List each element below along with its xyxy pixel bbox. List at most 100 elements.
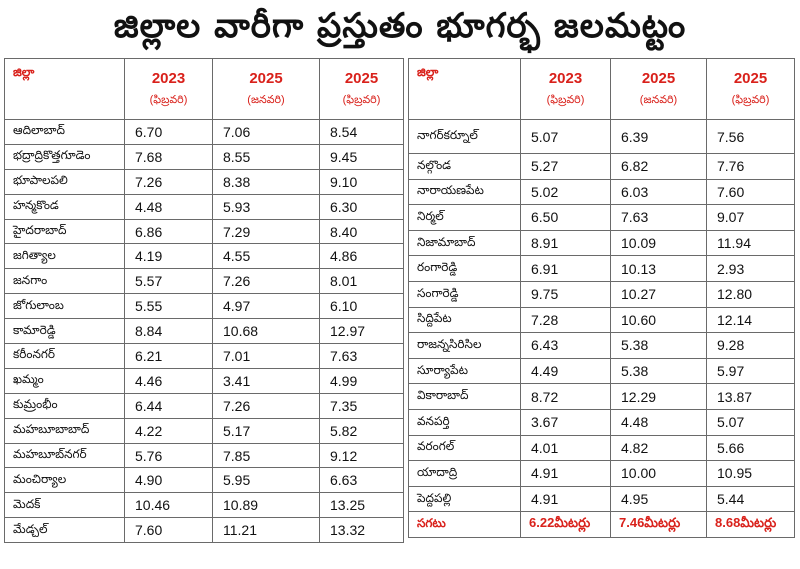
district-name: ఖమ్మం <box>4 367 125 394</box>
table-row: మేడ్చల్ 7.60 11.21 13.32 <box>4 517 404 544</box>
water-level-value: 6.22మీటర్లు <box>520 511 611 538</box>
water-level-value: 6.21 <box>124 343 213 369</box>
table-row: మంచిర్యాల 4.90 5.95 6.63 <box>4 467 404 494</box>
water-level-value: 4.19 <box>124 243 213 270</box>
water-level-value: 8.68మీటర్లు <box>706 511 795 538</box>
district-header: జిల్లా <box>4 58 125 120</box>
groundwater-table-left: జిల్లా 2023 (ఫిబ్రవరి) 2025 (జనవరి) 2025 (ఫిబ్… <box>4 58 404 544</box>
water-level-value: 5.93 <box>212 193 320 220</box>
district-name: పెద్దపల్లి <box>408 485 521 513</box>
water-level-value: 4.49 <box>520 357 611 385</box>
water-level-value: 7.26 <box>212 268 320 295</box>
district-name: నిజామాబాద్ <box>408 229 521 257</box>
water-level-value: 4.95 <box>610 485 707 513</box>
district-name: సగటు <box>408 511 521 538</box>
water-level-value: 7.29 <box>212 218 320 245</box>
column-header: 2025 (జనవరి) <box>610 58 707 120</box>
column-header: 2025 (జనవరి) <box>212 58 320 120</box>
water-level-value: 10.27 <box>610 280 707 308</box>
water-level-value: 4.90 <box>124 467 213 494</box>
water-level-value: 5.38 <box>610 357 707 385</box>
table-row: నిజామాబాద్ 8.91 10.09 11.94 <box>408 229 795 257</box>
table-row: జగిత్యాల 4.19 4.55 4.86 <box>4 243 404 270</box>
table-row: ఆదిలాబాద్ 6.70 7.06 8.54 <box>4 119 404 145</box>
column-header: 2023 (ఫిబ్రవరి) <box>124 58 213 120</box>
district-name: హైదరాబాద్ <box>4 218 125 245</box>
district-name: ఆదిలాబాద్ <box>4 119 125 145</box>
district-name: జోగులాంబ <box>4 293 125 320</box>
water-level-value: 5.95 <box>212 467 320 494</box>
groundwater-table-right: జిల్లా 2023 (ఫిబ్రవరి) 2025 (జనవరి) 2025 (ఫిబ్… <box>408 58 795 538</box>
water-level-value: 5.97 <box>706 357 795 385</box>
table-row: జనగాం 5.57 7.26 8.01 <box>4 268 404 295</box>
district-name: మేడ్చల్ <box>4 517 125 544</box>
water-level-value: 4.48 <box>124 193 213 220</box>
water-level-value: 6.43 <box>520 332 611 359</box>
table-row: భూపాలపలి 7.26 8.38 9.10 <box>4 168 404 195</box>
water-level-value: 7.01 <box>212 343 320 369</box>
table-row: కామారెడ్డి 8.84 10.68 12.97 <box>4 318 404 345</box>
header-row: జిల్లా 2023 (ఫిబ్రవరి) 2025 (జనవరి) 2025 (ఫిబ్… <box>408 58 795 120</box>
district-name: సంగారెడ్డి <box>408 280 521 308</box>
table-row: మహబూబాబాద్ 4.22 5.17 5.82 <box>4 417 404 444</box>
column-header: 2025 (ఫిబ్రవరి) <box>319 58 404 120</box>
table-row: సూర్యాపేట 4.49 5.38 5.97 <box>408 357 795 385</box>
water-level-value: 5.66 <box>706 434 795 462</box>
table-row: మహబూబ్‌నగర్ 5.76 7.85 9.12 <box>4 442 404 469</box>
water-level-value: 5.55 <box>124 293 213 320</box>
column-year: 2025 <box>249 70 283 87</box>
water-level-value: 7.60 <box>124 517 213 544</box>
water-level-value: 10.89 <box>212 492 320 519</box>
table-row: వరంగల్ 4.01 4.82 5.66 <box>408 434 795 462</box>
water-level-value: 4.48 <box>610 408 707 436</box>
water-level-value: 7.56 <box>706 119 795 154</box>
district-name: జగిత్యాల <box>4 243 125 270</box>
district-name: నారాయణపేట <box>408 178 521 206</box>
water-level-value: 7.26 <box>124 168 213 195</box>
water-level-value: 5.76 <box>124 442 213 469</box>
district-header: జిల్లా <box>408 58 521 120</box>
water-level-value: 2.93 <box>706 255 795 282</box>
water-level-value: 12.29 <box>610 383 707 410</box>
water-level-value: 7.46మీటర్లు <box>610 511 707 538</box>
table-row: జోగులాంబ 5.55 4.97 6.10 <box>4 293 404 320</box>
water-level-value: 4.55 <box>212 243 320 270</box>
table-row: హన్మకొండ 4.48 5.93 6.30 <box>4 193 404 220</box>
district-name: వికారాబాద్ <box>408 383 521 410</box>
water-level-value: 6.30 <box>319 193 404 220</box>
water-level-value: 7.06 <box>212 119 320 145</box>
water-level-value: 6.44 <box>124 392 213 419</box>
table-row: సిద్దిపేట 7.28 10.60 12.14 <box>408 306 795 334</box>
water-level-value: 12.97 <box>319 318 404 345</box>
district-name: కామారెడ్డి <box>4 318 125 345</box>
water-level-value: 9.07 <box>706 204 795 231</box>
district-name: మంచిర్యాల <box>4 467 125 494</box>
district-name: భద్రాద్రికొత్తగూడెం <box>4 143 125 170</box>
table-row: హైదరాబాద్ 6.86 7.29 8.40 <box>4 218 404 245</box>
water-level-value: 12.14 <box>706 306 795 334</box>
table-row: పెద్దపల్లి 4.91 4.95 5.44 <box>408 485 795 513</box>
water-level-value: 6.03 <box>610 178 707 206</box>
water-level-value: 10.46 <box>124 492 213 519</box>
water-level-value: 8.38 <box>212 168 320 195</box>
district-name: మహబూబాబాద్ <box>4 417 125 444</box>
column-month: (ఫిబ్రవరి) <box>731 94 770 106</box>
column-year: 2023 <box>548 70 583 87</box>
water-level-value: 3.41 <box>212 367 320 394</box>
water-level-value: 5.82 <box>319 417 404 444</box>
district-name: నాగర్‌కర్నూల్ <box>408 119 521 154</box>
water-level-value: 12.80 <box>706 280 795 308</box>
average-row: సగటు 6.22మీటర్లు 7.46మీటర్లు 8.68మీటర్లు <box>408 511 795 538</box>
water-level-value: 8.91 <box>520 229 611 257</box>
table-row: యాదాద్రి 4.91 10.00 10.95 <box>408 460 795 487</box>
table-row: నల్గొండ 5.27 6.82 7.76 <box>408 153 795 180</box>
water-level-value: 7.63 <box>610 204 707 231</box>
district-name: రంగారెడ్డి <box>408 255 521 282</box>
water-level-value: 9.10 <box>319 168 404 195</box>
water-level-value: 4.97 <box>212 293 320 320</box>
water-level-value: 9.28 <box>706 332 795 359</box>
water-level-value: 6.82 <box>610 153 707 180</box>
table-row: నాగర్‌కర్నూల్ 5.07 6.39 7.56 <box>408 119 795 154</box>
water-level-value: 8.84 <box>124 318 213 345</box>
